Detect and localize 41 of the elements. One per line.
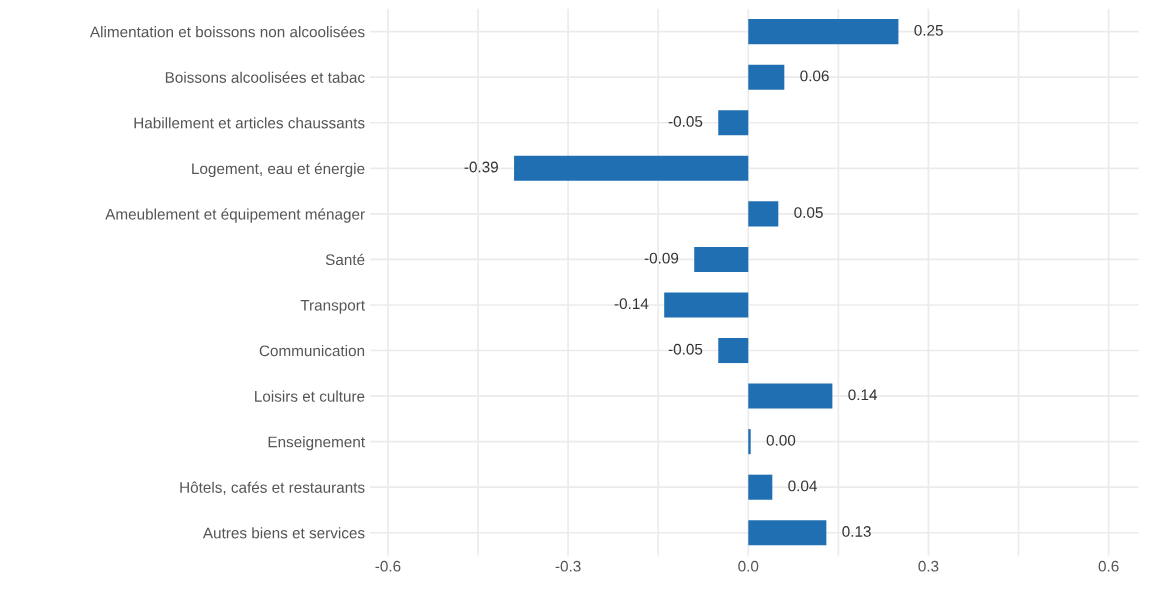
y-tick-label: Ameublement et équipement ménager [105, 208, 365, 223]
bar [748, 64, 785, 90]
data-label: 0.14 [848, 389, 878, 401]
data-label: -0.14 [614, 298, 649, 310]
y-tick-label: Hôtels, cafés et restaurants [180, 481, 365, 495]
data-label: -0.05 [668, 116, 703, 127]
bar [748, 520, 827, 546]
x-tick-label: 0.0 [738, 560, 759, 572]
bar [748, 383, 833, 409]
bar [664, 292, 749, 318]
y-tick-label: Autres biens et services [202, 527, 365, 539]
y-tick-label: Habillement et articles chaussants [134, 117, 365, 129]
data-label: -0.05 [668, 343, 703, 355]
bar [718, 338, 749, 364]
bar [694, 246, 749, 272]
x-tick-label: -0.6 [375, 560, 401, 572]
y-tick-label: Alimentation et boissons non alcoolisées [89, 25, 365, 38]
y-tick-label: Loisirs et culture [255, 390, 365, 402]
data-label: 0.05 [794, 207, 823, 218]
bar [748, 201, 779, 227]
y-tick-label: Boissons alcoolisées et tabac [165, 71, 365, 83]
data-label: 0.06 [800, 70, 829, 82]
data-label: 0.00 [766, 434, 796, 446]
y-tick-label: Transport [300, 300, 365, 314]
y-tick-label: Logement, eau et énergie [192, 162, 365, 178]
data-label: 0.13 [842, 526, 871, 537]
bar [514, 155, 749, 181]
data-label: 0.04 [788, 480, 817, 492]
data-label: -0.09 [644, 252, 679, 264]
data-label: -0.39 [464, 161, 498, 173]
x-tick-label: -0.3 [555, 560, 581, 572]
bar [748, 19, 899, 45]
bar [748, 429, 751, 455]
x-tick-label: 0.3 [918, 560, 939, 572]
bar [748, 474, 773, 500]
y-tick-label: Enseignement [268, 436, 365, 451]
x-tick-label: 0.6 [1098, 560, 1119, 572]
bar [718, 110, 749, 136]
y-tick-label: Communication [259, 345, 365, 357]
y-tick-label: Santé [325, 253, 365, 266]
data-label: 0.25 [914, 24, 943, 36]
